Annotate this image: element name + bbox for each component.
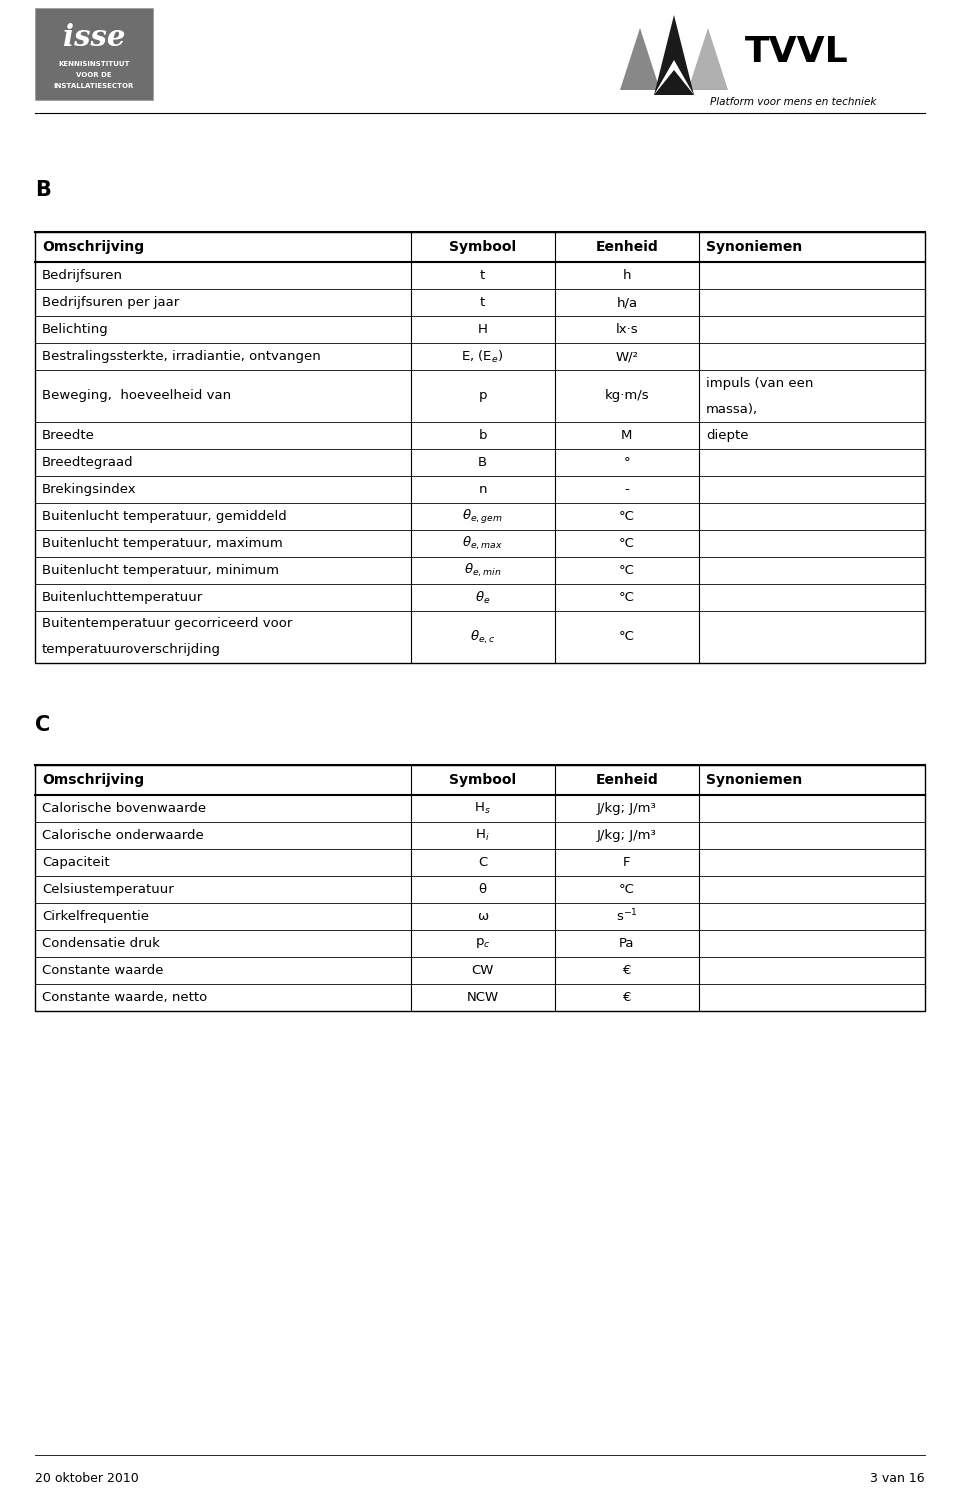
- Text: Symbool: Symbool: [449, 240, 516, 254]
- Text: massa),: massa),: [706, 403, 758, 415]
- Text: θ: θ: [479, 883, 487, 896]
- Text: ω: ω: [477, 910, 489, 924]
- Text: J/kg; J/m³: J/kg; J/m³: [597, 801, 657, 815]
- Text: Constante waarde: Constante waarde: [42, 964, 163, 976]
- Bar: [35, 8, 153, 100]
- Text: Bedrijfsuren: Bedrijfsuren: [42, 269, 123, 282]
- Text: Celsiustemperatuur: Celsiustemperatuur: [42, 883, 174, 896]
- Text: TVVL: TVVL: [745, 35, 849, 69]
- Text: Synoniemen: Synoniemen: [706, 240, 803, 254]
- Text: €: €: [623, 991, 631, 1003]
- Text: Calorische onderwaarde: Calorische onderwaarde: [42, 828, 204, 842]
- Text: Capaciteit: Capaciteit: [42, 856, 109, 869]
- Polygon shape: [654, 15, 694, 95]
- Bar: [35, 765, 925, 1011]
- Text: Breedtegraad: Breedtegraad: [42, 456, 133, 469]
- Text: Constante waarde, netto: Constante waarde, netto: [42, 991, 207, 1003]
- Text: €: €: [623, 964, 631, 976]
- Text: Omschrijving: Omschrijving: [42, 773, 144, 788]
- Text: °C: °C: [619, 564, 635, 576]
- Text: Calorische bovenwaarde: Calorische bovenwaarde: [42, 801, 206, 815]
- Text: kg·m/s: kg·m/s: [605, 389, 649, 403]
- Polygon shape: [654, 60, 694, 95]
- Text: t: t: [480, 296, 486, 309]
- Text: Buitenlucht temperatuur, maximum: Buitenlucht temperatuur, maximum: [42, 537, 283, 549]
- Text: Condensatie druk: Condensatie druk: [42, 937, 160, 951]
- Text: isse: isse: [62, 24, 125, 53]
- Text: impuls (van een: impuls (van een: [706, 377, 813, 389]
- Text: $θ$$_{e,gem}$: $θ$$_{e,gem}$: [463, 507, 503, 525]
- Text: W/²: W/²: [615, 350, 638, 364]
- Text: J/kg; J/m³: J/kg; J/m³: [597, 828, 657, 842]
- Text: $θ$$_{e,c}$: $θ$$_{e,c}$: [469, 628, 495, 646]
- Text: lx·s: lx·s: [615, 323, 638, 337]
- Text: s$^{-1}$: s$^{-1}$: [616, 908, 637, 925]
- Text: H$_i$: H$_i$: [475, 828, 490, 844]
- Text: $θ$$_e$: $θ$$_e$: [475, 590, 491, 605]
- Text: t: t: [480, 269, 486, 282]
- Text: 20 oktober 2010: 20 oktober 2010: [35, 1471, 139, 1485]
- Text: diepte: diepte: [706, 429, 749, 442]
- Text: Eenheid: Eenheid: [595, 240, 659, 254]
- Text: VOOR DE: VOOR DE: [76, 72, 111, 78]
- Text: B: B: [35, 180, 51, 201]
- Text: Pa: Pa: [619, 937, 635, 951]
- Text: p: p: [478, 389, 487, 403]
- Text: 3 van 16: 3 van 16: [871, 1471, 925, 1485]
- Text: °: °: [624, 456, 630, 469]
- Text: Breedte: Breedte: [42, 429, 95, 442]
- Text: Omschrijving: Omschrijving: [42, 240, 144, 254]
- Text: $θ$$_{e,max}$: $θ$$_{e,max}$: [462, 534, 503, 552]
- Text: temperatuuroverschrijding: temperatuuroverschrijding: [42, 643, 221, 656]
- Text: °C: °C: [619, 631, 635, 643]
- Text: INSTALLATIESECTOR: INSTALLATIESECTOR: [54, 83, 134, 89]
- Bar: [35, 232, 925, 662]
- Text: Symbool: Symbool: [449, 773, 516, 788]
- Text: $θ$$_{e,min}$: $θ$$_{e,min}$: [464, 561, 501, 579]
- Text: Eenheid: Eenheid: [595, 773, 659, 788]
- Text: Brekingsindex: Brekingsindex: [42, 483, 136, 496]
- Text: Platform voor mens en techniek: Platform voor mens en techniek: [710, 97, 876, 107]
- Text: B: B: [478, 456, 488, 469]
- Text: Bestralingssterkte, irradiantie, ontvangen: Bestralingssterkte, irradiantie, ontvang…: [42, 350, 321, 364]
- Text: Beweging,  hoeveelheid van: Beweging, hoeveelheid van: [42, 389, 231, 403]
- Text: CW: CW: [471, 964, 493, 976]
- Text: h/a: h/a: [616, 296, 637, 309]
- Text: F: F: [623, 856, 631, 869]
- Text: H: H: [478, 323, 488, 337]
- Text: h: h: [623, 269, 631, 282]
- Text: b: b: [478, 429, 487, 442]
- Text: Bedrijfsuren per jaar: Bedrijfsuren per jaar: [42, 296, 180, 309]
- Text: Cirkelfrequentie: Cirkelfrequentie: [42, 910, 149, 924]
- Text: Belichting: Belichting: [42, 323, 108, 337]
- Text: Buitentemperatuur gecorriceerd voor: Buitentemperatuur gecorriceerd voor: [42, 617, 293, 631]
- Text: °C: °C: [619, 537, 635, 549]
- Text: Synoniemen: Synoniemen: [706, 773, 803, 788]
- Text: M: M: [621, 429, 633, 442]
- Text: -: -: [624, 483, 629, 496]
- Polygon shape: [620, 29, 660, 91]
- Text: H$_s$: H$_s$: [474, 801, 491, 816]
- Text: n: n: [478, 483, 487, 496]
- Text: °C: °C: [619, 883, 635, 896]
- Text: E, (E$_e$): E, (E$_e$): [462, 349, 504, 365]
- Polygon shape: [688, 29, 728, 91]
- Text: NCW: NCW: [467, 991, 499, 1003]
- Text: Buitenluchttemperatuur: Buitenluchttemperatuur: [42, 592, 204, 604]
- Text: p$_c$: p$_c$: [475, 937, 491, 951]
- Text: Buitenlucht temperatuur, minimum: Buitenlucht temperatuur, minimum: [42, 564, 279, 576]
- Text: Buitenlucht temperatuur, gemiddeld: Buitenlucht temperatuur, gemiddeld: [42, 510, 287, 524]
- Text: °C: °C: [619, 592, 635, 604]
- Text: C: C: [35, 715, 50, 735]
- Text: °C: °C: [619, 510, 635, 524]
- Text: KENNISINSTITUUT: KENNISINSTITUUT: [59, 60, 130, 66]
- Text: C: C: [478, 856, 488, 869]
